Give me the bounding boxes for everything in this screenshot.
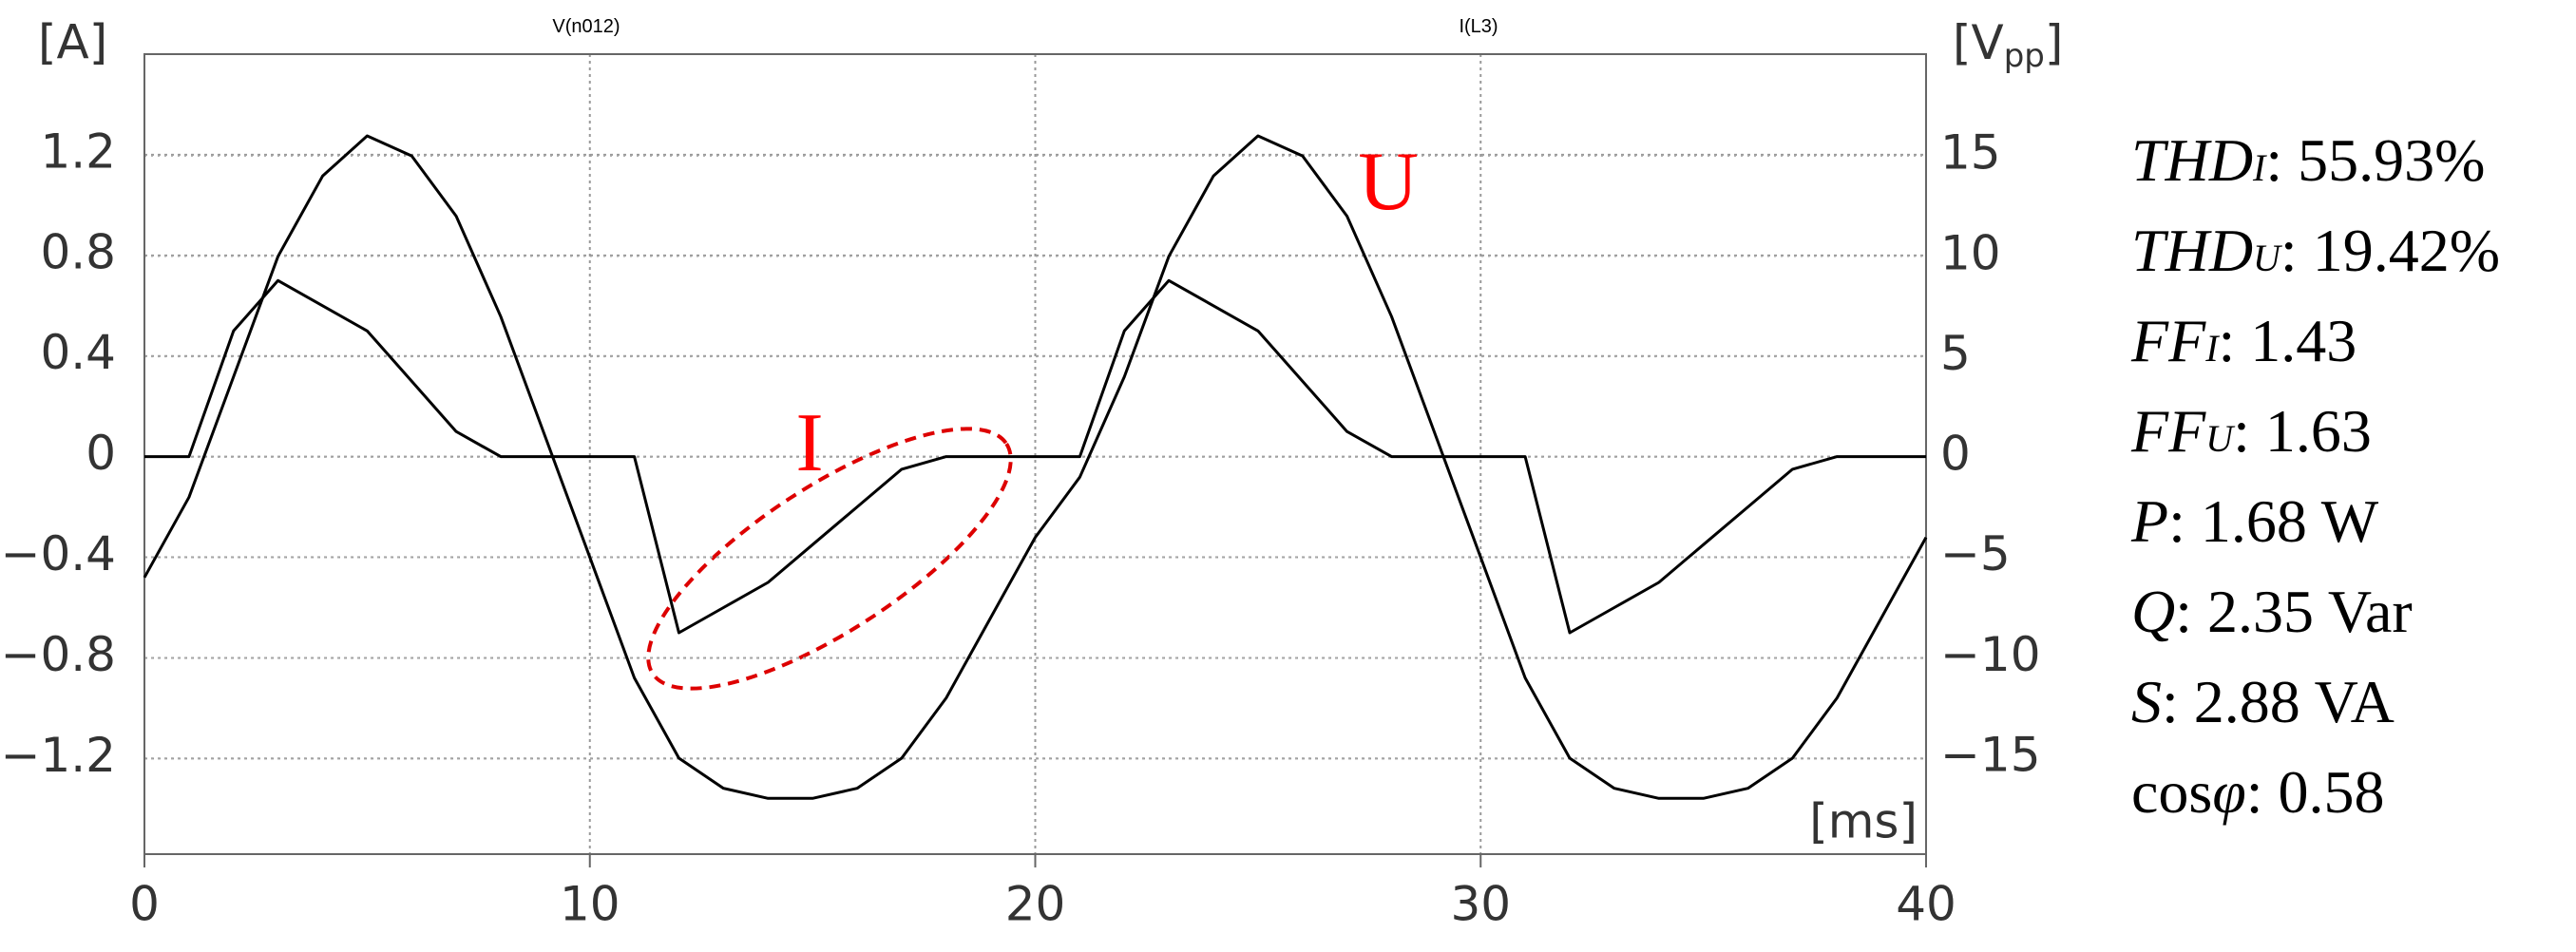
x-axis-label: [ms] — [1809, 794, 1918, 849]
stat-symbol: THD — [2131, 217, 2253, 284]
stat-text: : 1.43 — [2219, 307, 2357, 374]
x-label-bg — [1805, 789, 1921, 851]
series-line — [144, 278, 1926, 635]
x-tick-label: 20 — [1005, 877, 1066, 932]
y2-tick-label: 15 — [1940, 125, 2001, 181]
y2-tick-label: 0 — [1940, 427, 1971, 482]
series-line — [143, 134, 1928, 800]
stat-text: : 1.68 W — [2168, 487, 2379, 555]
y2-tick-label: −15 — [1940, 728, 2041, 783]
y2-tick-label: −5 — [1940, 526, 2011, 581]
series-label: I(L3) — [1459, 16, 1498, 37]
stat-symbol: THD — [2131, 126, 2253, 194]
y2-axis-label-part: pp — [2004, 37, 2045, 75]
stat-symbol: S — [2131, 668, 2162, 735]
stat-line: THDI: 55.93% — [2131, 126, 2485, 194]
stat-line: Q: 2.35 Var — [2131, 578, 2413, 645]
stat-sub: I — [2204, 327, 2220, 370]
stat-symbol: P — [2130, 487, 2168, 555]
stat-line: cosφ: 0.58 — [2131, 758, 2385, 826]
annotation: I — [795, 397, 823, 489]
y2-tick-label: 10 — [1940, 225, 2001, 280]
y-tick-label: −0.4 — [1, 526, 116, 581]
stat-text: : 2.88 VA — [2162, 668, 2395, 735]
stat-symbol: Q — [2131, 578, 2175, 645]
stat-line: FFU: 1.63 — [2130, 397, 2372, 465]
stat-line: FFI: 1.43 — [2130, 307, 2357, 374]
y-tick-label: −0.8 — [1, 627, 116, 682]
stat-text: : 0.58 — [2246, 758, 2385, 826]
y-tick-label: 0.8 — [40, 224, 116, 279]
stat-symbol: FF — [2130, 307, 2206, 374]
x-tick-label: 0 — [129, 877, 160, 932]
y2-axis-label-part: ] — [2045, 15, 2064, 70]
x-tick-label: 30 — [1450, 877, 1511, 932]
x-tick-label: 10 — [560, 877, 620, 932]
x-tick-label: 40 — [1896, 877, 1956, 932]
stat-text: : 55.93% — [2265, 126, 2485, 194]
stat-text: : 2.35 Var — [2175, 578, 2412, 645]
y-tick-label: −1.2 — [1, 728, 116, 783]
y2-axis-label: [Vpp] — [1953, 15, 2063, 75]
stat-sub: U — [2253, 237, 2283, 279]
stat-plain: cos — [2131, 758, 2212, 826]
stat-line: S: 2.88 VA — [2131, 668, 2395, 735]
annotation: U — [1358, 136, 1419, 228]
y2-tick-label: −10 — [1940, 627, 2041, 682]
y-tick-label: 1.2 — [40, 124, 116, 179]
stat-text: : 1.63 — [2233, 397, 2372, 465]
y-tick-label: 0 — [86, 426, 116, 481]
stat-sub: I — [2252, 146, 2267, 189]
y-tick-label: 0.4 — [40, 325, 116, 380]
stat-sub: U — [2205, 417, 2236, 460]
y2-tick-label: 5 — [1940, 326, 1971, 381]
series-label: V(n012) — [552, 16, 620, 37]
stat-symbol: FF — [2130, 397, 2206, 465]
stat-line: THDU: 19.42% — [2131, 217, 2500, 284]
stat-text: : 19.42% — [2280, 217, 2500, 284]
highlight-ellipse — [646, 427, 1013, 691]
stat-symbol: φ — [2212, 758, 2245, 826]
y-axis-label: [A] — [38, 15, 107, 70]
y2-axis-label-part: [V — [1953, 15, 2004, 70]
stat-line: P: 1.68 W — [2130, 487, 2379, 555]
